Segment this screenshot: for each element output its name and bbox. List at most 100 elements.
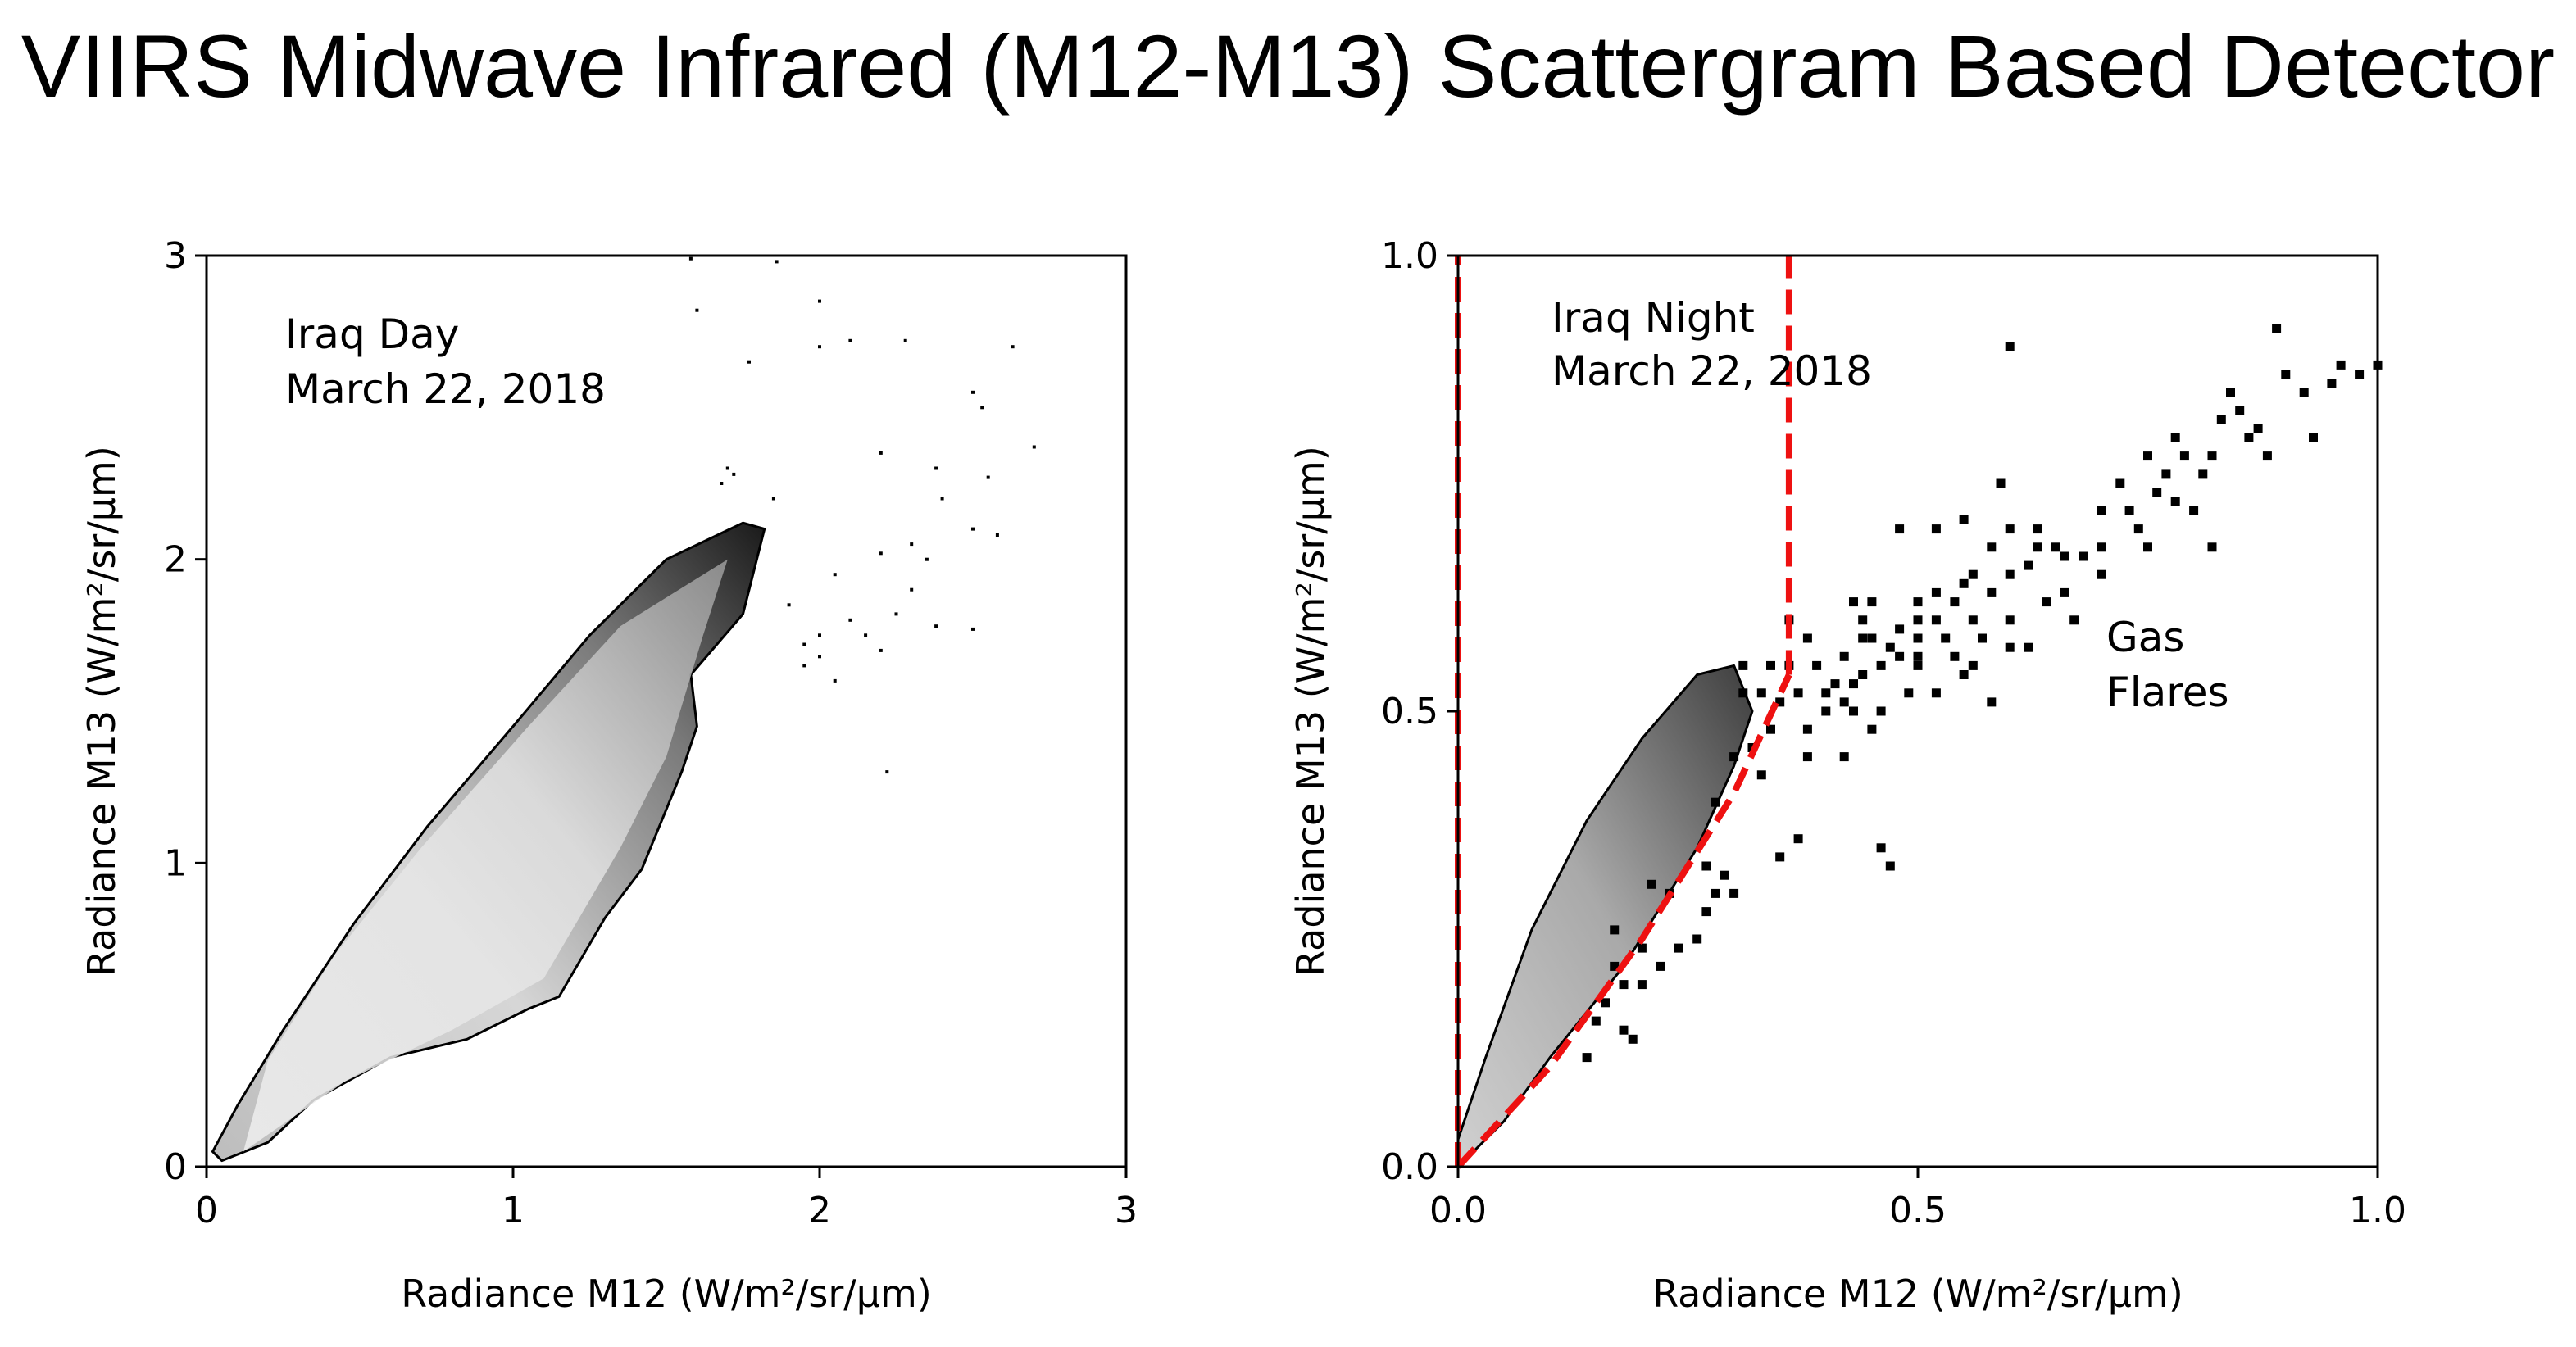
data-point	[1959, 670, 1969, 679]
data-point	[2097, 542, 2106, 552]
data-point	[2069, 615, 2079, 625]
data-point	[1766, 660, 1775, 670]
data-point	[2327, 379, 2337, 388]
data-point	[802, 642, 806, 646]
data-point	[2024, 560, 2033, 570]
data-point	[1591, 1016, 1601, 1026]
data-point	[2124, 506, 2134, 515]
data-point	[1830, 679, 1840, 689]
data-point	[747, 360, 751, 364]
data-point	[1959, 515, 1969, 524]
data-point	[1032, 445, 1036, 449]
data-point	[2005, 342, 2015, 351]
gas-flares-label-line2: Flares	[2106, 669, 2229, 716]
data-point	[1959, 578, 1969, 588]
data-point	[1656, 961, 1665, 971]
data-point	[1793, 688, 1803, 698]
left-density-cloud	[211, 521, 766, 1163]
data-point	[1931, 587, 1941, 597]
data-point	[1582, 1053, 1592, 1063]
data-point	[2143, 542, 2152, 552]
data-point	[2005, 642, 2015, 652]
data-point	[1674, 943, 1683, 953]
data-point	[1895, 651, 1905, 661]
data-point	[1913, 597, 1923, 607]
y-tick-label: 0.5	[1381, 691, 1438, 732]
data-point	[695, 308, 699, 312]
data-point	[2060, 587, 2069, 597]
data-point	[1987, 542, 1997, 552]
data-point	[1858, 615, 1868, 625]
data-point	[995, 533, 999, 537]
data-point	[1858, 633, 1868, 643]
x-tick-label: 2	[808, 1190, 831, 1231]
data-point	[2079, 551, 2088, 561]
data-point	[818, 633, 821, 637]
data-point	[971, 627, 975, 631]
data-point	[1011, 345, 1015, 349]
data-point	[879, 551, 883, 556]
data-point	[1610, 925, 1620, 935]
x-tick-label: 0.0	[1429, 1190, 1487, 1231]
gas-flares-label-line1: Gas	[2106, 614, 2184, 661]
data-point	[1793, 834, 1803, 844]
threshold-line-diagonal	[1456, 673, 1792, 1169]
right-density-region	[1456, 664, 1754, 1168]
data-point	[2005, 569, 2015, 579]
data-point	[1839, 651, 1849, 661]
data-point	[2060, 551, 2069, 561]
data-point	[771, 497, 775, 501]
data-point	[1867, 597, 1877, 607]
x-tick-label: 0.5	[1889, 1190, 1947, 1231]
data-point	[1775, 697, 1785, 707]
x-tick-label: 3	[1115, 1190, 1138, 1231]
left-y-axis-label: Radiance M13 (W/m²/sr/μm)	[80, 446, 124, 977]
data-point	[2299, 388, 2309, 397]
data-point	[2235, 406, 2245, 415]
data-point	[1756, 688, 1766, 698]
data-point	[910, 587, 914, 592]
data-point	[1647, 879, 1656, 889]
left-density-core	[243, 559, 728, 1152]
y-tick-label: 0	[164, 1146, 187, 1188]
data-point	[2170, 497, 2180, 506]
data-point	[1839, 752, 1849, 762]
data-point	[1968, 660, 1978, 670]
data-point	[2097, 506, 2106, 515]
data-point	[833, 573, 837, 577]
data-point	[818, 655, 821, 659]
data-point	[903, 338, 907, 342]
data-point	[802, 664, 806, 668]
data-point	[1950, 597, 1960, 607]
data-point	[934, 624, 938, 628]
data-point	[1637, 980, 1647, 990]
data-point	[2143, 451, 2152, 461]
data-point	[1729, 752, 1739, 762]
right-y-axis-label: Radiance M13 (W/m²/sr/μm)	[1288, 446, 1333, 977]
y-tick-label: 0.0	[1381, 1146, 1438, 1188]
right-annotation-line1: Iraq Night	[1552, 294, 1755, 342]
right-annotation-line2: March 22, 2018	[1552, 347, 1872, 395]
data-point	[1885, 642, 1895, 652]
data-point	[775, 260, 779, 264]
data-point	[1941, 633, 1951, 643]
left-scattergram: 0 1 2 3 0 1 2 3 Iraq Day March 22, 2018 Radian…	[80, 235, 1138, 1316]
data-point	[925, 557, 929, 561]
data-point	[2207, 451, 2217, 461]
data-point	[986, 475, 990, 479]
left-outlier-points	[688, 256, 1036, 774]
data-point	[2253, 424, 2263, 433]
y-tick-label: 1.0	[1381, 235, 1438, 277]
data-point	[1610, 961, 1620, 971]
data-point	[2042, 597, 2051, 607]
data-point	[1711, 797, 1720, 807]
data-point	[2033, 542, 2042, 552]
data-point	[2207, 542, 2217, 552]
data-point	[848, 618, 852, 622]
data-point	[934, 466, 938, 470]
y-tick-label: 2	[164, 539, 187, 581]
data-point	[1637, 943, 1647, 953]
data-point	[848, 338, 852, 342]
data-point	[732, 472, 736, 476]
